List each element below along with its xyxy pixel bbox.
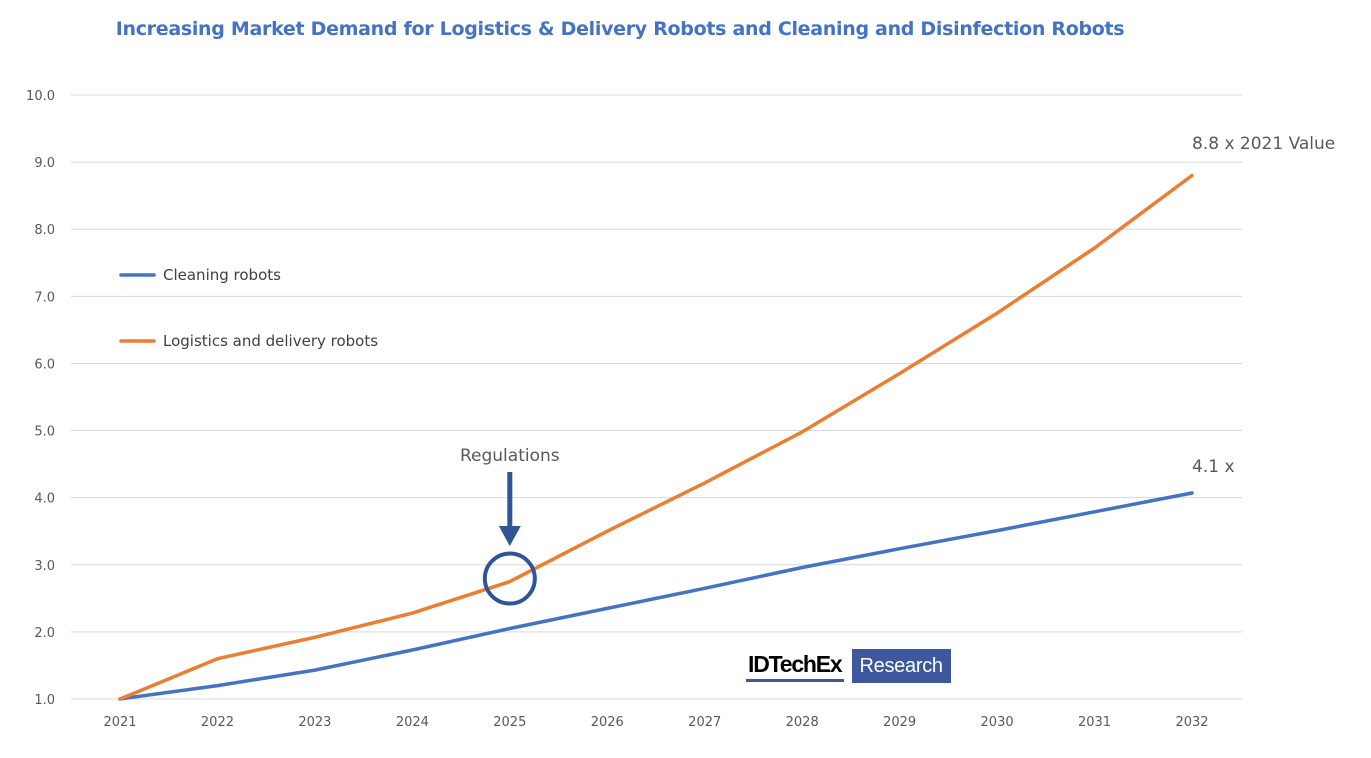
- y-tick-label: 4.0: [34, 492, 55, 507]
- y-tick-label: 2.0: [34, 626, 55, 641]
- logo-research-badge: Research: [851, 649, 951, 683]
- x-tick-label: 2026: [591, 715, 624, 730]
- x-tick-label: 2025: [493, 715, 526, 730]
- x-tick-label: 2023: [298, 715, 331, 730]
- x-axis-ticks: 2021 2022 2023 2024 2025 2026 2027 2028 2029 2030…: [103, 715, 1208, 730]
- regulations-circle-marker: [482, 551, 537, 606]
- y-tick-label: 10.0: [26, 89, 55, 104]
- legend-label: Logistics and delivery robots: [163, 332, 378, 350]
- x-tick-label: 2029: [883, 715, 916, 730]
- y-axis-ticks: 1.0 2.0 3.0 4.0 5.0 6.0 7.0 8.0 9.0 10.0: [26, 89, 55, 708]
- x-tick-label: 2021: [103, 715, 136, 730]
- x-tick-label: 2032: [1175, 715, 1208, 730]
- chart-title: Increasing Market Demand for Logistics &…: [115, 18, 1125, 40]
- x-tick-label: 2027: [688, 715, 721, 730]
- end-label-cleaning: 4.1 x: [1192, 457, 1235, 477]
- series-line-logistics-and-delivery-robots: [118, 173, 1194, 701]
- down-arrow-icon: [498, 526, 521, 546]
- gridlines: [71, 94, 1242, 700]
- x-tick-label: 2024: [396, 715, 429, 730]
- x-tick-label: 2031: [1078, 715, 1111, 730]
- y-tick-label: 7.0: [34, 290, 55, 305]
- logo-brand: IDTechEx: [746, 649, 844, 682]
- y-tick-label: 8.0: [34, 223, 55, 238]
- end-label-logistics: 8.8 x 2021 Value: [1192, 134, 1335, 154]
- x-tick-label: 2022: [201, 715, 234, 730]
- series-lines: [118, 173, 1194, 701]
- idtechex-logo: IDTechEx Research: [746, 649, 951, 683]
- legend: Cleaning robots Logistics and delivery ro…: [119, 266, 378, 350]
- x-tick-label: 2030: [981, 715, 1014, 730]
- regulations-label: Regulations: [460, 446, 560, 466]
- y-tick-label: 6.0: [34, 357, 55, 372]
- series-line-cleaning-robots: [118, 491, 1194, 701]
- y-tick-label: 5.0: [34, 425, 55, 440]
- y-tick-label: 3.0: [34, 559, 55, 574]
- y-tick-label: 9.0: [34, 156, 55, 171]
- legend-label: Cleaning robots: [163, 266, 281, 284]
- annotations: 8.8 x 2021 Value 4.1 x Regulations: [460, 134, 1335, 606]
- y-tick-label: 1.0: [34, 693, 55, 708]
- x-tick-label: 2028: [786, 715, 819, 730]
